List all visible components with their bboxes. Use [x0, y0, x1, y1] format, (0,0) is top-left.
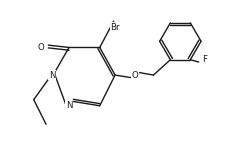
- Text: N: N: [49, 71, 55, 80]
- Text: N: N: [66, 101, 72, 110]
- Text: F: F: [203, 55, 208, 64]
- Text: O: O: [38, 43, 44, 52]
- Text: Br: Br: [110, 23, 120, 32]
- Text: O: O: [132, 71, 138, 80]
